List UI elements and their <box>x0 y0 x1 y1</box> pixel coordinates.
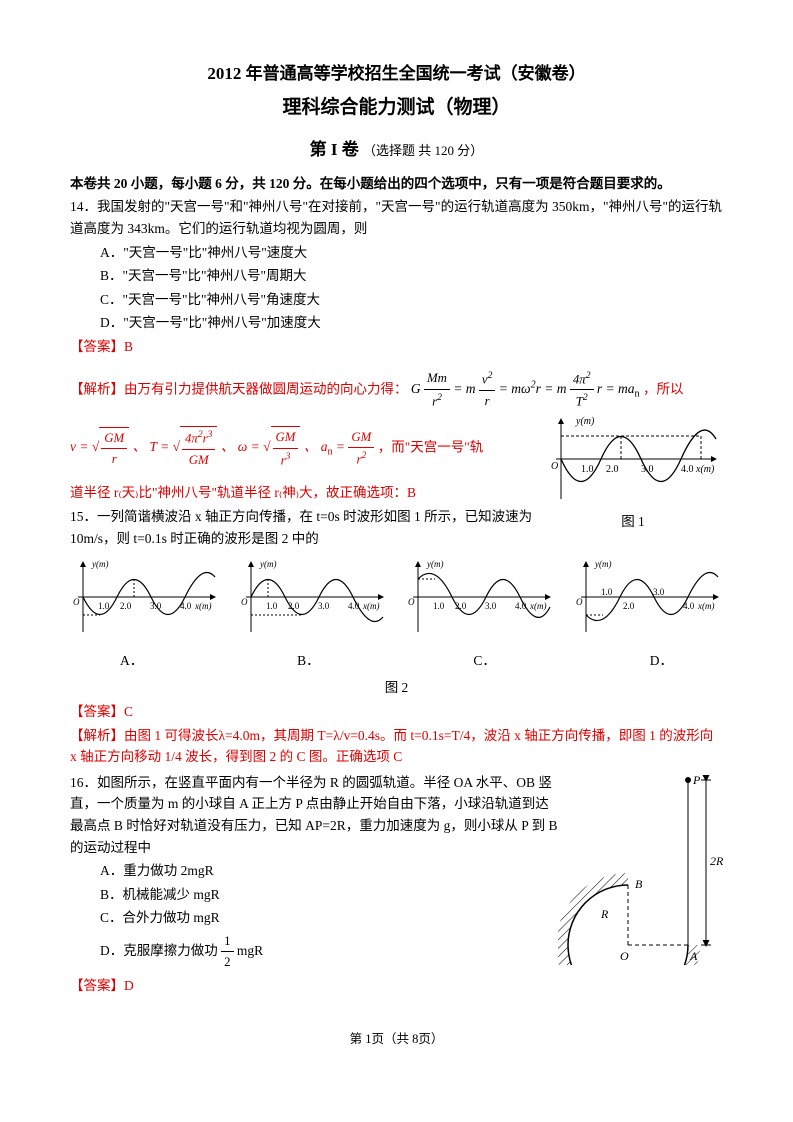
svg-text:2R: 2R <box>710 854 723 868</box>
svg-text:1.0: 1.0 <box>433 601 445 611</box>
svg-text:4.0: 4.0 <box>180 601 192 611</box>
figure-2c: 1.0 2.0 3.0 4.0 y(m) x(m) O <box>405 557 555 637</box>
svg-text:B: B <box>635 877 643 891</box>
title-line-2: 理科综合能力测试（物理） <box>70 93 723 123</box>
figure-2b: 1.0 2.0 3.0 4.0 y(m) x(m) O <box>238 557 388 637</box>
figure-1-caption: 图 1 <box>543 511 723 533</box>
figure-q16: P 2R B R O A <box>558 770 723 965</box>
svg-text:x(m): x(m) <box>697 601 715 611</box>
svg-text:4.0: 4.0 <box>681 464 694 475</box>
figure-2-row: 1.0 2.0 3.0 4.0 y(m) x(m) O 1.0 2.0 3.0 4.0 … <box>70 557 723 644</box>
svg-text:1.0: 1.0 <box>601 587 613 597</box>
q16-opt-b: B．机械能减少 mgR <box>100 884 558 906</box>
svg-text:y(m): y(m) <box>575 416 595 427</box>
svg-text:3.0: 3.0 <box>485 601 497 611</box>
q14-answer: 【答案】B <box>70 336 723 358</box>
svg-text:A: A <box>689 949 698 963</box>
title-line-3: 第 I 卷 （选择题 共 120 分） <box>70 136 723 163</box>
q14-formula-main: G Mmr2 = m v2r = mω2r = m 4π2T2 r = man <box>411 381 643 396</box>
svg-text:y(m): y(m) <box>426 559 444 569</box>
q16-opt-d: D．克服摩擦力做功 12 mgR <box>100 931 558 973</box>
q15-answer: 【答案】C <box>70 701 723 723</box>
svg-text:1.0: 1.0 <box>266 601 278 611</box>
svg-text:2.0: 2.0 <box>623 601 635 611</box>
svg-text:O: O <box>551 461 558 472</box>
svg-text:x(m): x(m) <box>362 601 380 611</box>
q14-analysis-tail1: ，而"天宫一号"轨 <box>378 439 484 454</box>
svg-text:x(m): x(m) <box>194 601 212 611</box>
title-line-1: 2012 年普通高等学校招生全国统一考试（安徽卷） <box>70 60 723 87</box>
svg-text:4.0: 4.0 <box>348 601 360 611</box>
q15-stem: 15．一列简谐横波沿 x 轴正方向传播，在 t=0s 时波形如图 1 所示，已知… <box>70 506 543 549</box>
section-sub: （选择题 共 120 分） <box>363 143 483 158</box>
q14-analysis-prefix: 【解析】由万有引力提供航天器做圆周运动的向心力得： <box>70 381 408 396</box>
svg-text:3.0: 3.0 <box>653 587 665 597</box>
q14-opt-d: D．"天宫一号"比"神州八号"加速度大 <box>100 312 723 334</box>
svg-text:4.0: 4.0 <box>683 601 695 611</box>
svg-text:4.0: 4.0 <box>515 601 527 611</box>
q15-label-a: A． <box>120 650 143 672</box>
svg-text:x(m): x(m) <box>529 601 547 611</box>
q14-analysis-mid: ，所以 <box>643 381 684 396</box>
q14-stem: 14．我国发射的"天宫一号"和"神州八号"在对接前，"天宫一号"的运行轨道高度为… <box>70 196 723 239</box>
figure-2d: 1.0 2.0 3.0 4.0 y(m) x(m) O <box>573 557 723 637</box>
figure-1-wave: 1.0 2.0 3.0 4.0 y(m) x(m) O <box>546 414 721 504</box>
svg-text:2.0: 2.0 <box>120 601 132 611</box>
svg-text:R: R <box>600 907 609 921</box>
svg-text:y(m): y(m) <box>259 559 277 569</box>
svg-text:2.0: 2.0 <box>288 601 300 611</box>
svg-text:P: P <box>692 773 701 787</box>
instruction: 本卷共 20 小题，每小题 6 分，共 120 分。在每小题给出的四个选项中，只… <box>70 173 723 195</box>
q15-label-c: C． <box>473 650 496 672</box>
figure-2-caption: 图 2 <box>70 677 723 699</box>
q16-opt-c: C．合外力做功 mgR <box>100 907 558 929</box>
figure-2a: 1.0 2.0 3.0 4.0 y(m) x(m) O <box>70 557 220 637</box>
q15-analysis: 【解析】由图 1 可得波长λ=4.0m，其周期 T=λ/v=0.4s。而 t=0… <box>70 725 723 768</box>
q14-analysis-tail2: 道半径 r₍天₎比"神州八号"轨道半径 r₍神₎大，故正确选项：B <box>70 482 543 504</box>
svg-text:2.0: 2.0 <box>606 464 619 475</box>
q15-label-d: D． <box>650 650 673 672</box>
q14-opt-a: A．"天宫一号"比"神州八号"速度大 <box>100 242 723 264</box>
svg-text:y(m): y(m) <box>594 559 612 569</box>
page-footer: 第 1页（共 8页） <box>70 1029 723 1049</box>
q14-derived-formulas: v = √GMr 、 T = √4π2r3GM 、 ω = √GMr3 、 an… <box>70 439 378 454</box>
svg-text:O: O <box>576 597 583 607</box>
svg-text:1.0: 1.0 <box>98 601 110 611</box>
svg-text:3.0: 3.0 <box>318 601 330 611</box>
q14-opt-c: C．"天宫一号"比"神州八号"角速度大 <box>100 289 723 311</box>
svg-text:2.0: 2.0 <box>455 601 467 611</box>
q16-answer: 【答案】D <box>70 975 558 997</box>
svg-text:1.0: 1.0 <box>581 464 594 475</box>
q15-label-b: B． <box>297 650 320 672</box>
svg-text:O: O <box>408 597 415 607</box>
svg-text:y(m): y(m) <box>91 559 109 569</box>
q16-opt-a: A．重力做功 2mgR <box>100 860 558 882</box>
svg-text:O: O <box>73 597 80 607</box>
svg-text:x(m): x(m) <box>695 464 715 475</box>
section-number: 第 I 卷 <box>310 140 359 159</box>
q14-opt-b: B．"天宫一号"比"神州八号"周期大 <box>100 265 723 287</box>
svg-text:3.0: 3.0 <box>641 464 654 475</box>
svg-text:O: O <box>620 949 629 963</box>
svg-text:O: O <box>241 597 248 607</box>
q16-stem: 16．如图所示，在竖直平面内有一个半径为 R 的圆弧轨道。半径 OA 水平、OB… <box>70 772 558 858</box>
svg-text:3.0: 3.0 <box>150 601 162 611</box>
